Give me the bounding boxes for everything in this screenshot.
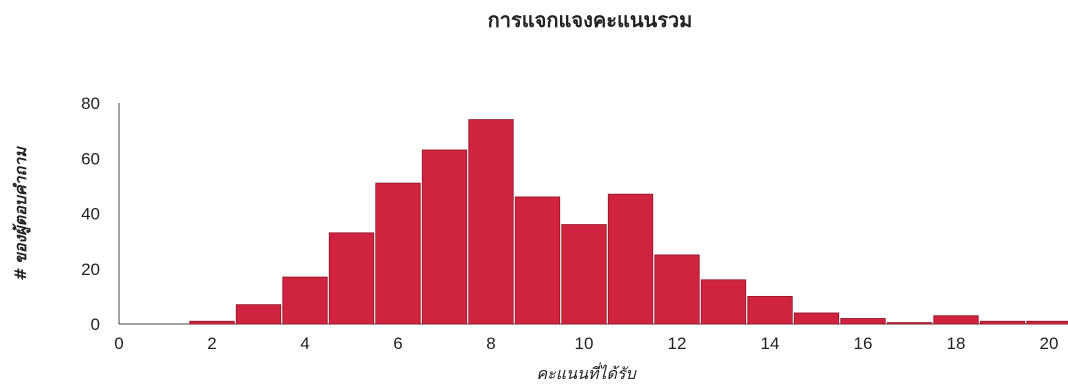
x-axis-label: คะแนนที่ได้รับ [536, 362, 637, 383]
histogram-bar-6 [375, 182, 421, 325]
x-ticks-group: 0 2 4 6 8 10 12 14 16 18 20 [114, 334, 1058, 353]
x-tick-label-18: 18 [947, 334, 966, 353]
histogram-bar-19 [979, 320, 1026, 325]
x-tick-label-4: 4 [300, 334, 309, 353]
y-tick-label-40: 40 [81, 205, 100, 224]
histogram-bar-8 [468, 119, 514, 325]
y-tick-label-60: 60 [81, 149, 100, 168]
histogram-bar-15 [793, 312, 840, 325]
histogram-bar-5 [328, 232, 375, 325]
x-tick-label-10: 10 [575, 334, 594, 353]
histogram-bar-16 [840, 318, 886, 325]
histogram-bar-4 [282, 276, 328, 325]
histogram-bar-18 [933, 315, 979, 325]
histogram-bar-13 [700, 279, 747, 325]
histogram-bar-11 [607, 193, 654, 325]
y-tick-label-0: 0 [91, 315, 100, 334]
x-tick-label-16: 16 [854, 334, 873, 353]
histogram-bar-9 [514, 196, 561, 325]
histogram-bar-20 [1026, 320, 1068, 325]
x-tick-label-14: 14 [761, 334, 780, 353]
y-ticks-group: 0 20 40 60 80 [81, 94, 100, 334]
histogram-bar-14 [747, 295, 793, 325]
x-tick-label-0: 0 [114, 334, 123, 353]
histogram-bar-10 [561, 224, 607, 325]
x-tick-label-2: 2 [207, 334, 216, 353]
chart-title: การแจกแจงคะแนนรวม [488, 8, 693, 32]
y-tick-label-20: 20 [81, 260, 100, 279]
histogram-bar-2 [189, 320, 235, 325]
bars-group [189, 119, 1068, 325]
histogram-bar-7 [421, 149, 468, 325]
x-tick-label-6: 6 [393, 334, 402, 353]
x-tick-label-8: 8 [486, 334, 495, 353]
histogram-bar-3 [235, 304, 282, 325]
histogram-bar-12 [654, 254, 700, 325]
x-tick-label-12: 12 [668, 334, 687, 353]
x-tick-label-20: 20 [1040, 334, 1059, 353]
histogram-bar-17 [886, 322, 933, 325]
y-tick-label-80: 80 [81, 94, 100, 113]
y-axis-label: # ของผู้ตอบคำถาม [11, 146, 31, 281]
